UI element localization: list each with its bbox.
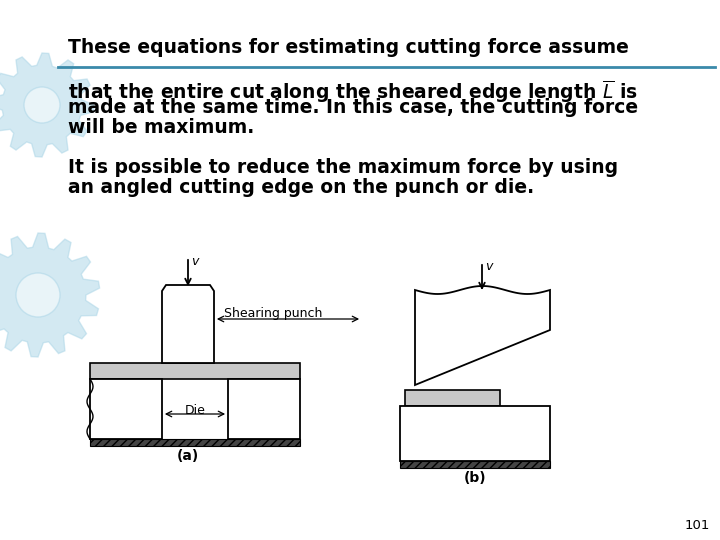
Text: v: v <box>191 255 199 268</box>
Text: Shearing punch: Shearing punch <box>224 307 323 320</box>
Text: (b): (b) <box>464 471 486 485</box>
Bar <box>228 379 300 439</box>
Bar <box>405 390 500 406</box>
Circle shape <box>24 87 60 123</box>
Polygon shape <box>162 285 214 363</box>
Text: made at the same time. In this case, the cutting force: made at the same time. In this case, the… <box>68 98 638 117</box>
Bar <box>90 379 162 439</box>
Polygon shape <box>0 233 99 357</box>
Text: will be maximum.: will be maximum. <box>68 118 254 137</box>
Text: Die: Die <box>185 404 206 417</box>
Bar <box>400 461 550 468</box>
Bar <box>90 439 300 446</box>
Bar <box>400 406 550 461</box>
Circle shape <box>16 273 60 317</box>
Text: It is possible to reduce the maximum force by using: It is possible to reduce the maximum for… <box>68 158 618 177</box>
Polygon shape <box>0 53 94 157</box>
Text: (a): (a) <box>177 449 199 463</box>
Text: that the entire cut along the sheared edge length $\overline{L}$ is: that the entire cut along the sheared ed… <box>68 78 638 105</box>
Text: 101: 101 <box>685 519 710 532</box>
Bar <box>90 363 300 379</box>
Text: v: v <box>485 260 492 273</box>
Text: These equations for estimating cutting force assume: These equations for estimating cutting f… <box>68 38 629 57</box>
Polygon shape <box>415 286 550 385</box>
Text: an angled cutting edge on the punch or die.: an angled cutting edge on the punch or d… <box>68 178 534 197</box>
